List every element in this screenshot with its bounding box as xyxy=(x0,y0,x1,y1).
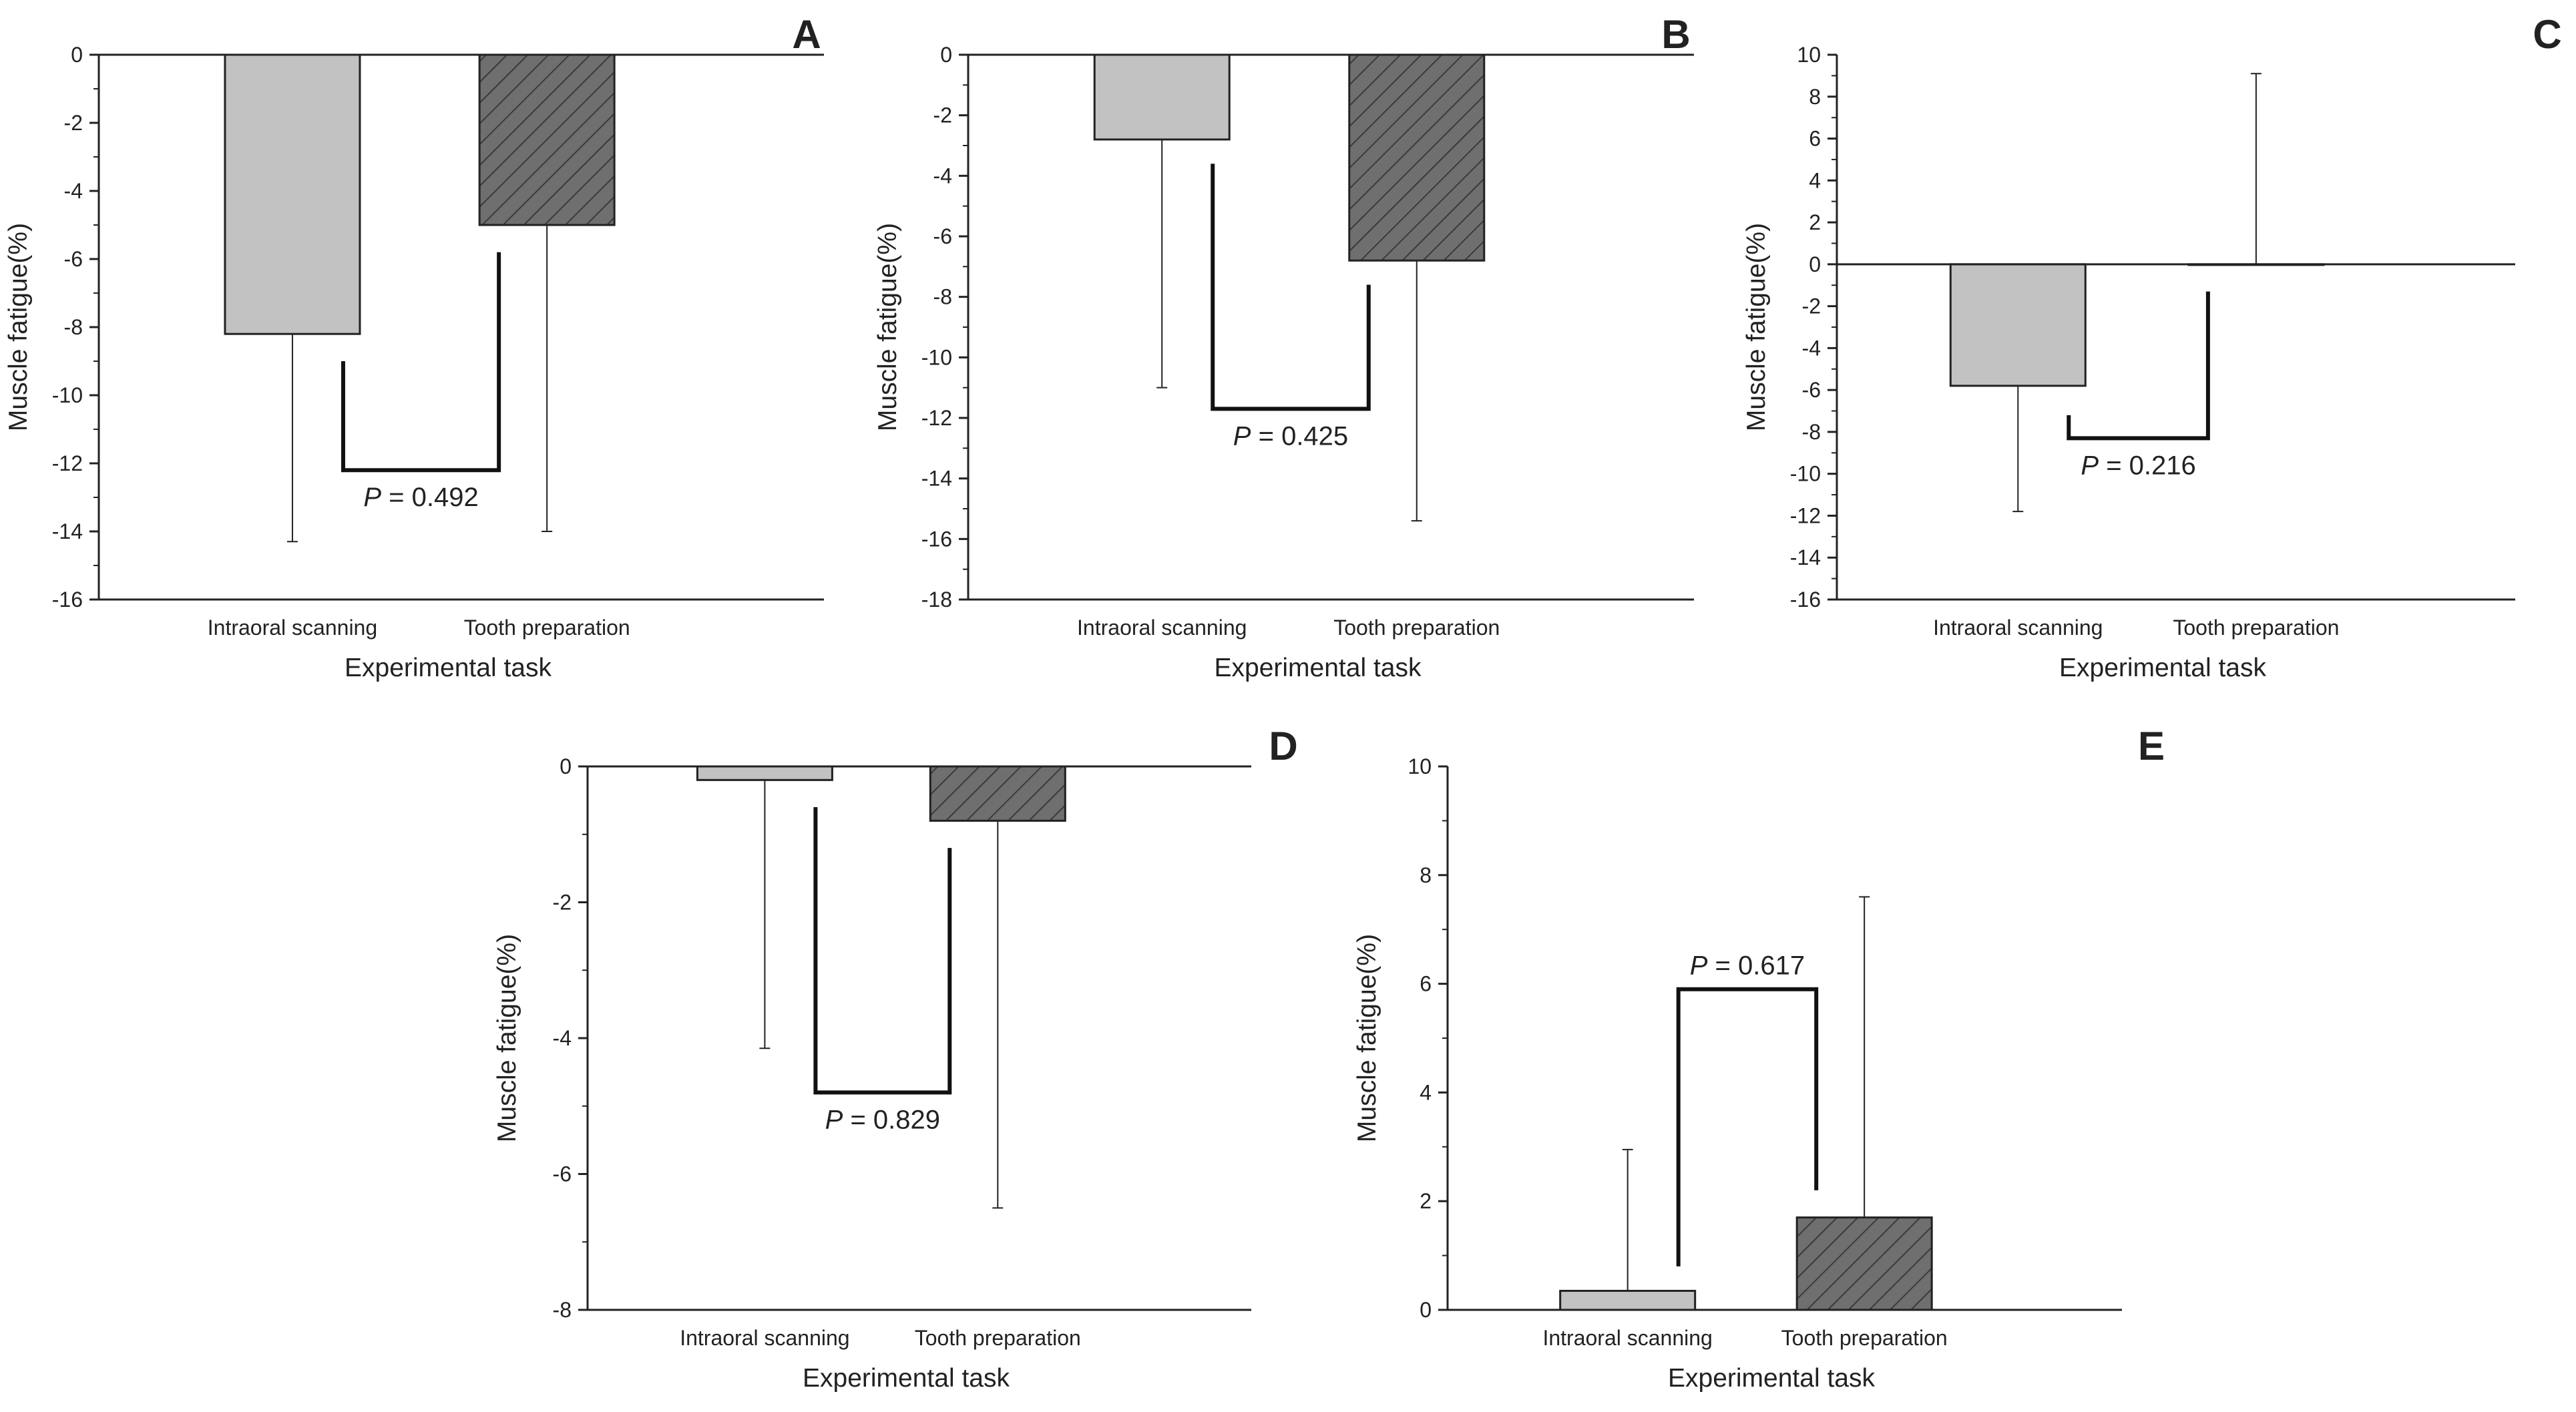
y-tick-label: -14 xyxy=(1790,545,1821,569)
y-tick-label: -4 xyxy=(64,179,83,203)
significance-bracket xyxy=(341,252,501,473)
bar-intraoral-scanning xyxy=(1949,263,2087,387)
bar-tooth-preparation xyxy=(478,53,616,226)
y-tick-label: 4 xyxy=(1420,1080,1432,1104)
y-tick-label: 10 xyxy=(1408,754,1432,778)
panel-a: 0 -2 -4 -6 -8 -10 -12 -14 -16 Intraoral scanning T… xyxy=(4,12,824,682)
y-axis-title: Muscle fatigue(%) xyxy=(493,934,521,1142)
y-tick-label: -6 xyxy=(1802,378,1821,402)
y-tick-label: 8 xyxy=(1420,863,1432,887)
bar-tooth-preparation xyxy=(929,765,1066,822)
y-tick-label: -10 xyxy=(52,383,83,407)
y-tick-label: 2 xyxy=(1420,1189,1432,1213)
y-tick-label: -16 xyxy=(52,587,83,612)
significance-bracket xyxy=(1211,164,1371,411)
y-tick-label: 0 xyxy=(940,43,952,67)
y-tick-label: -2 xyxy=(933,103,952,128)
p-value-label: P = 0.617 xyxy=(1690,951,1805,981)
y-tick-label: -18 xyxy=(921,587,952,612)
y-axis-title: Muscle fatigue(%) xyxy=(4,223,33,431)
p-value-label: P = 0.829 xyxy=(825,1105,940,1134)
p-value-label: P = 0.216 xyxy=(2081,451,2195,480)
y-tick-label: 0 xyxy=(1809,252,1821,276)
x-axis-title: Experimental task xyxy=(2059,654,2266,682)
panel-c: 10 8 6 4 2 0 -2 -4 -6 -8 -10 -12 -14 -16 Intraoral sca… xyxy=(1742,12,2562,682)
y-tick-label: -8 xyxy=(933,285,952,309)
y-tick-label: -4 xyxy=(1802,336,1821,360)
y-axis-title: Muscle fatigue(%) xyxy=(873,223,902,431)
y-tick-label: -4 xyxy=(553,1026,572,1050)
x-tick-label: Tooth preparation xyxy=(2173,616,2339,640)
y-tick-label: -10 xyxy=(921,345,952,369)
y-tick-label: -12 xyxy=(52,451,83,475)
x-axis-title: Experimental task xyxy=(803,1364,1010,1393)
x-tick-label: Tooth preparation xyxy=(915,1326,1081,1350)
y-axis-title: Muscle fatigue(%) xyxy=(1353,934,1381,1142)
y-tick-label: 8 xyxy=(1809,85,1821,109)
y-tick-label: 6 xyxy=(1809,127,1821,151)
y-tick-label: -16 xyxy=(921,527,952,551)
x-tick-label: Intraoral scanning xyxy=(680,1326,849,1350)
y-axis-title: Muscle fatigue(%) xyxy=(1742,223,1771,431)
panel-letter: C xyxy=(2533,12,2561,57)
panel-letter: B xyxy=(1661,12,1690,57)
y-tick-label: -12 xyxy=(1790,503,1821,527)
y-tick-label: 2 xyxy=(1809,210,1821,234)
x-axis-title: Experimental task xyxy=(345,654,552,682)
y-tick-label: -6 xyxy=(553,1162,572,1186)
x-tick-label: Intraoral scanning xyxy=(208,616,377,640)
y-tick-label: -8 xyxy=(1802,420,1821,444)
y-tick-label: 10 xyxy=(1797,43,1821,67)
significance-bracket xyxy=(1676,987,1819,1266)
y-tick-label: -2 xyxy=(64,111,83,135)
panel-letter: A xyxy=(792,12,821,57)
bar-intraoral-scanning xyxy=(1559,1290,1697,1311)
significance-bracket xyxy=(2067,291,2210,441)
y-tick-label: -12 xyxy=(921,406,952,430)
x-axis-title: Experimental task xyxy=(1668,1364,1875,1393)
y-tick-label: -14 xyxy=(52,519,83,543)
x-tick-label: Intraoral scanning xyxy=(1077,616,1247,640)
y-tick-label: -2 xyxy=(1802,294,1821,318)
x-tick-label: Tooth preparation xyxy=(1781,1326,1948,1350)
significance-bracket xyxy=(813,807,952,1095)
x-tick-label: Intraoral scanning xyxy=(1542,1326,1712,1350)
p-value-label: P = 0.425 xyxy=(1233,421,1348,451)
panel-letter: D xyxy=(1269,724,1297,768)
y-tick-label: -2 xyxy=(553,891,572,915)
x-tick-label: Intraoral scanning xyxy=(1933,616,2103,640)
panel-b: 0 -2 -4 -6 -8 -10 -12 -14 -16 -18 Intraoral scanni… xyxy=(873,12,1694,682)
bar-intraoral-scanning xyxy=(224,53,361,335)
x-axis-title: Experimental task xyxy=(1215,654,1422,682)
bar-tooth-preparation xyxy=(1348,53,1486,262)
bar-intraoral-scanning xyxy=(1093,53,1231,141)
y-tick-label: 0 xyxy=(560,754,572,778)
panel-d: 0 -2 -4 -6 -8 Intraoral scanning Tooth prepara… xyxy=(493,724,1298,1393)
y-tick-label: 0 xyxy=(71,43,83,67)
y-tick-label: -4 xyxy=(933,164,952,188)
bar-tooth-preparation xyxy=(1795,1216,1933,1311)
x-tick-label: Tooth preparation xyxy=(1333,616,1500,640)
y-tick-label: -14 xyxy=(921,467,952,491)
y-tick-label: 4 xyxy=(1809,168,1821,192)
y-tick-label: -6 xyxy=(64,247,83,271)
bar-intraoral-scanning xyxy=(696,765,833,781)
p-value-label: P = 0.492 xyxy=(363,483,478,512)
panel-e: 0 2 4 6 8 10 Intraoral scanning Tooth preparati… xyxy=(1353,724,2165,1393)
y-tick-label: -16 xyxy=(1790,587,1821,612)
panel-letter: E xyxy=(2138,724,2165,768)
x-tick-label: Tooth preparation xyxy=(464,616,630,640)
y-tick-label: -10 xyxy=(1790,462,1821,486)
y-tick-label: -8 xyxy=(553,1298,572,1322)
y-tick-label: 6 xyxy=(1420,972,1432,996)
y-tick-label: -8 xyxy=(64,315,83,339)
y-tick-label: 0 xyxy=(1420,1298,1432,1322)
y-tick-label: -6 xyxy=(933,224,952,248)
